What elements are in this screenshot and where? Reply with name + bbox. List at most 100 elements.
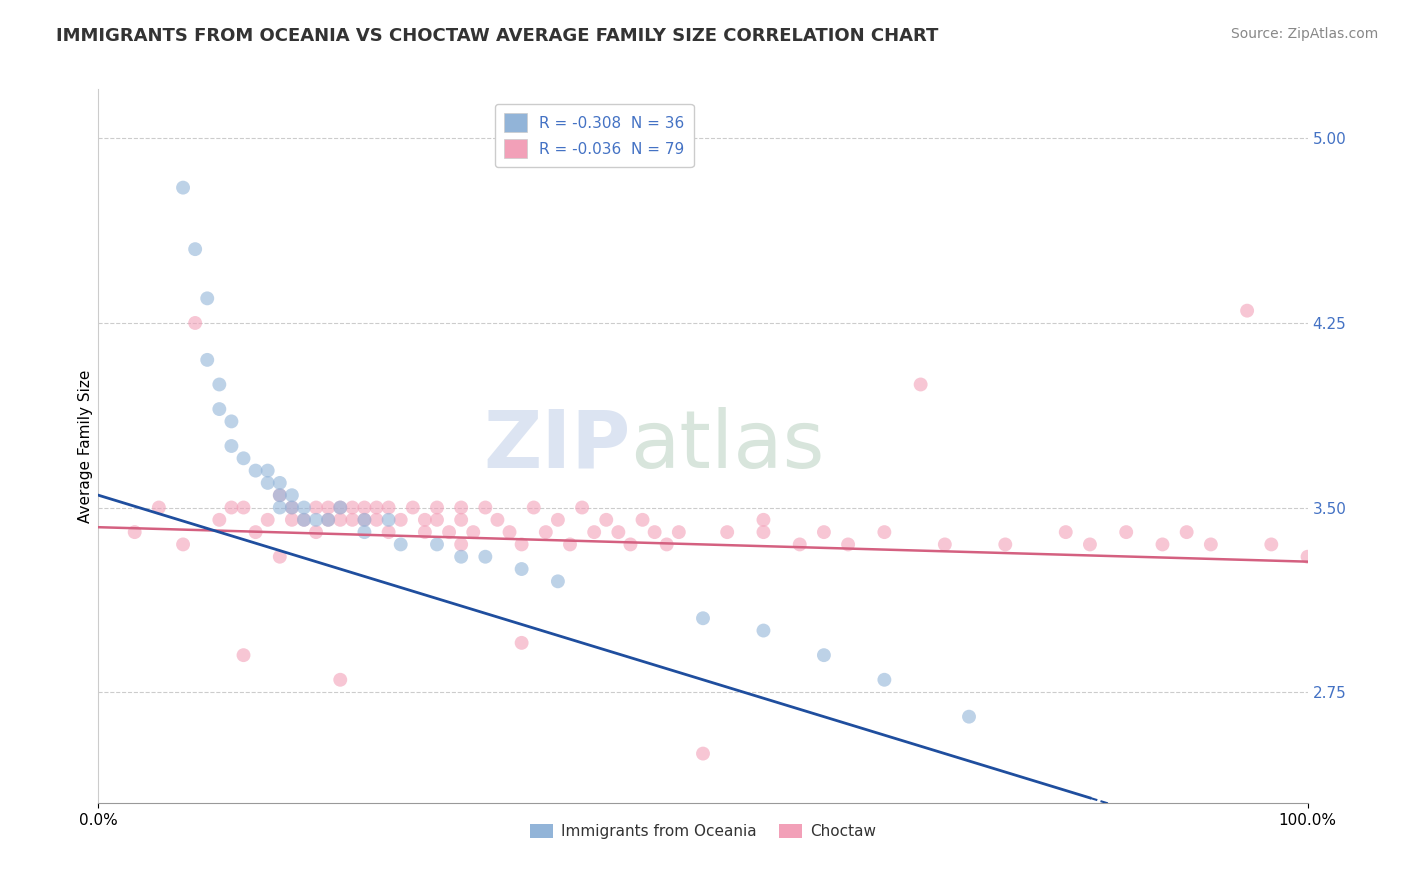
Point [353,513,375,527]
Point [1054,525,1077,540]
Point [329,500,352,515]
Point [631,513,654,527]
Point [208,402,231,417]
Point [510,537,533,551]
Point [148,500,170,515]
Legend: Immigrants from Oceania, Choctaw: Immigrants from Oceania, Choctaw [524,818,882,845]
Point [510,562,533,576]
Point [595,513,617,527]
Point [910,377,932,392]
Point [366,513,388,527]
Point [269,475,291,490]
Point [644,525,666,540]
Point [281,500,304,515]
Text: Source: ZipAtlas.com: Source: ZipAtlas.com [1230,27,1378,41]
Point [389,513,412,527]
Point [474,500,496,515]
Point [692,611,714,625]
Point [305,513,328,527]
Point [208,377,231,392]
Point [389,537,412,551]
Point [316,500,339,515]
Point [245,464,267,478]
Point [256,475,278,490]
Point [342,500,364,515]
Point [269,549,291,564]
Point [450,549,472,564]
Point [873,673,896,687]
Point [329,513,352,527]
Point [426,513,449,527]
Point [413,513,436,527]
Point [377,500,399,515]
Point [195,291,218,305]
Point [195,352,218,367]
Text: IMMIGRANTS FROM OCEANIA VS CHOCTAW AVERAGE FAMILY SIZE CORRELATION CHART: IMMIGRANTS FROM OCEANIA VS CHOCTAW AVERA… [56,27,939,45]
Point [208,513,231,527]
Point [463,525,485,540]
Point [256,464,278,478]
Point [221,439,243,453]
Point [523,500,546,515]
Point [232,648,254,662]
Point [256,513,278,527]
Text: atlas: atlas [630,407,825,485]
Point [1236,303,1258,318]
Text: ZIP: ZIP [484,407,630,485]
Point [316,513,339,527]
Point [342,513,364,527]
Point [655,537,678,551]
Point [292,513,315,527]
Point [547,513,569,527]
Point [353,525,375,540]
Point [607,525,630,540]
Point [752,624,775,638]
Point [292,513,315,527]
Point [316,513,339,527]
Point [957,709,980,723]
Point [329,673,352,687]
Point [619,537,641,551]
Point [1152,537,1174,551]
Point [184,316,207,330]
Point [269,488,291,502]
Point [510,636,533,650]
Point [1175,525,1198,540]
Point [305,500,328,515]
Point [813,525,835,540]
Point [426,500,449,515]
Point [450,513,472,527]
Point [571,500,593,515]
Y-axis label: Average Family Size: Average Family Size [77,369,93,523]
Point [1296,549,1319,564]
Point [172,180,194,194]
Point [437,525,460,540]
Point [353,513,375,527]
Point [498,525,520,540]
Point [1115,525,1137,540]
Point [281,513,304,527]
Point [873,525,896,540]
Point [329,500,352,515]
Point [413,525,436,540]
Point [994,537,1017,551]
Point [934,537,956,551]
Point [1199,537,1222,551]
Point [221,500,243,515]
Point [281,488,304,502]
Point [172,537,194,551]
Point [269,500,291,515]
Point [813,648,835,662]
Point [668,525,690,540]
Point [450,500,472,515]
Point [184,242,207,256]
Point [353,500,375,515]
Point [269,488,291,502]
Point [716,525,738,540]
Point [789,537,811,551]
Point [1078,537,1101,551]
Point [124,525,146,540]
Point [377,525,399,540]
Point [245,525,267,540]
Point [366,500,388,515]
